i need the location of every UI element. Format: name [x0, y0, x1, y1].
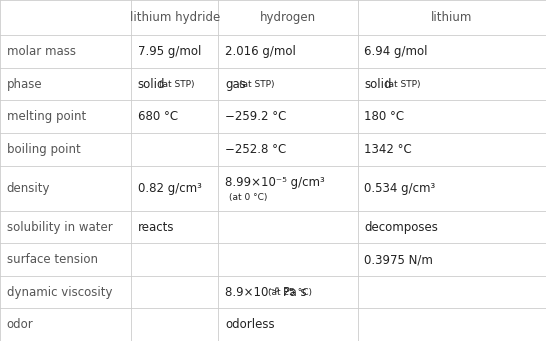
- Text: molar mass: molar mass: [7, 45, 75, 58]
- Text: 6.94 g/mol: 6.94 g/mol: [364, 45, 428, 58]
- Text: 8.99×10⁻⁵ g/cm³: 8.99×10⁻⁵ g/cm³: [225, 176, 325, 189]
- Text: (at STP): (at STP): [240, 79, 275, 89]
- Text: (at 25 °C): (at 25 °C): [269, 288, 312, 297]
- Text: decomposes: decomposes: [364, 221, 438, 234]
- Text: lithium: lithium: [431, 11, 472, 24]
- Text: solubility in water: solubility in water: [7, 221, 112, 234]
- Text: 7.95 g/mol: 7.95 g/mol: [138, 45, 201, 58]
- Text: lithium hydride: lithium hydride: [129, 11, 220, 24]
- Text: 680 °C: 680 °C: [138, 110, 177, 123]
- Text: hydrogen: hydrogen: [260, 11, 316, 24]
- Text: dynamic viscosity: dynamic viscosity: [7, 286, 112, 299]
- Text: 0.3975 N/m: 0.3975 N/m: [364, 253, 433, 266]
- Text: density: density: [7, 182, 50, 195]
- Text: 1342 °C: 1342 °C: [364, 143, 412, 156]
- Text: 180 °C: 180 °C: [364, 110, 404, 123]
- Text: melting point: melting point: [7, 110, 86, 123]
- Text: −259.2 °C: −259.2 °C: [225, 110, 286, 123]
- Text: gas: gas: [225, 78, 246, 91]
- Text: −252.8 °C: −252.8 °C: [225, 143, 286, 156]
- Text: reacts: reacts: [138, 221, 174, 234]
- Text: odor: odor: [7, 318, 33, 331]
- Text: (at STP): (at STP): [159, 79, 194, 89]
- Text: 8.9×10⁻⁶ Pa s: 8.9×10⁻⁶ Pa s: [225, 286, 306, 299]
- Text: 0.82 g/cm³: 0.82 g/cm³: [138, 182, 201, 195]
- Text: solid: solid: [138, 78, 165, 91]
- Text: (at 0 °C): (at 0 °C): [229, 193, 268, 202]
- Text: surface tension: surface tension: [7, 253, 98, 266]
- Text: odorless: odorless: [225, 318, 275, 331]
- Text: boiling point: boiling point: [7, 143, 80, 156]
- Text: 0.534 g/cm³: 0.534 g/cm³: [364, 182, 435, 195]
- Text: 2.016 g/mol: 2.016 g/mol: [225, 45, 296, 58]
- Text: phase: phase: [7, 78, 42, 91]
- Text: (at STP): (at STP): [385, 79, 421, 89]
- Text: solid: solid: [364, 78, 391, 91]
